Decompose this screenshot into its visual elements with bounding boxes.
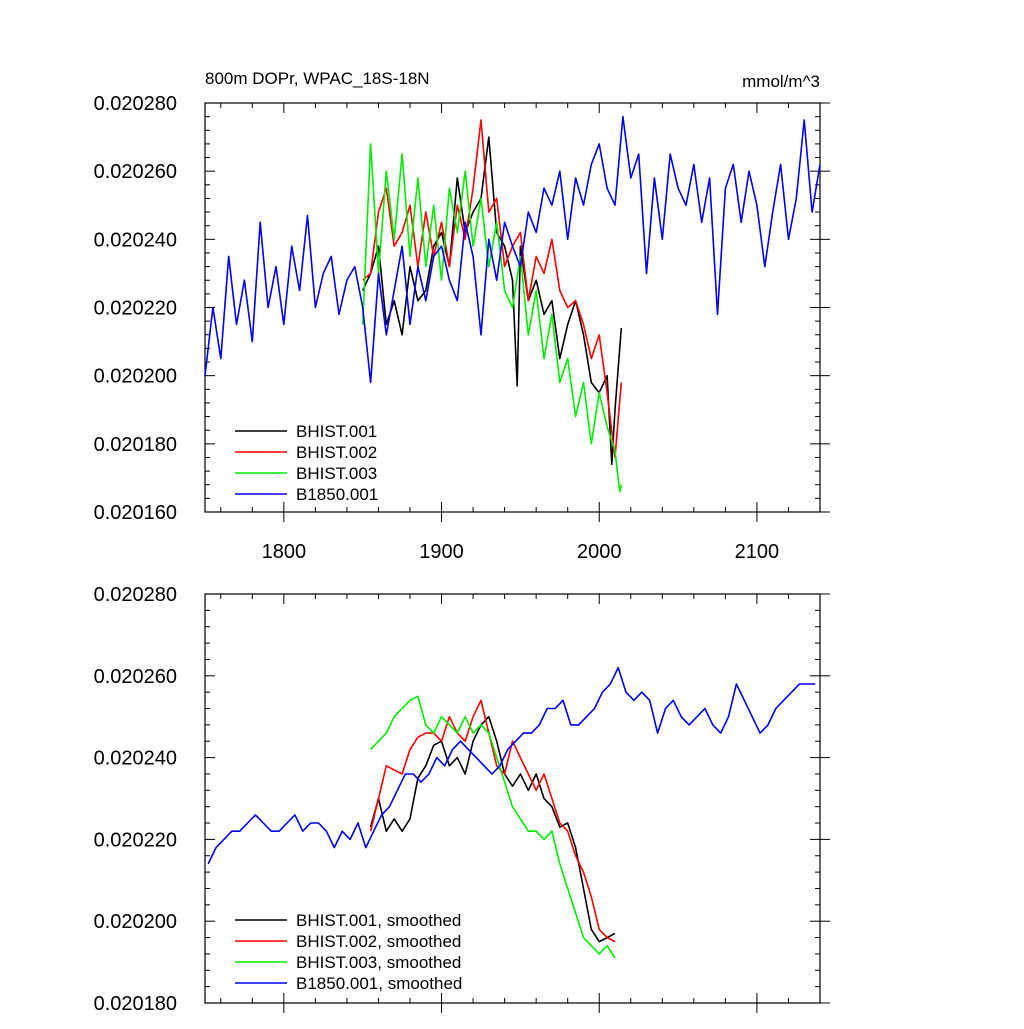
bottom-legend-label: BHIST.001, smoothed xyxy=(296,911,461,930)
bottom-y-tick-label: 0.020180 xyxy=(94,993,177,1015)
top-panel: 1800 1900 2000 2100 0.020160 0.020180 0.020200… xyxy=(94,93,830,563)
top-chart-units-label: mmol/m^3 xyxy=(742,72,820,91)
bottom-legend-label: B1850.001, smoothed xyxy=(296,974,462,993)
top-y-tick-label: 0.020200 xyxy=(94,366,177,388)
bottom-y-tick-label: 0.020260 xyxy=(94,666,177,688)
top-legend-label: BHIST.003 xyxy=(296,464,377,483)
bottom-y-tick-label: 0.020200 xyxy=(94,911,177,933)
top-y-tick-label: 0.020180 xyxy=(94,434,177,456)
top-series-line-bhist-003 xyxy=(361,143,623,493)
top-x-tick-label: 1900 xyxy=(419,541,464,563)
top-y-tick-label: 0.020280 xyxy=(94,93,177,115)
top-y-tick-label: 0.020240 xyxy=(94,229,177,251)
top-x-tick-label: 1800 xyxy=(262,541,307,563)
bottom-series-line-bhist-001 xyxy=(369,715,616,943)
top-chart-title: 800m DOPr, WPAC_18S-18N xyxy=(205,69,430,88)
bottom-legend-label: BHIST.002, smoothed xyxy=(296,932,461,951)
top-y-tick-label: 0.020260 xyxy=(94,161,177,183)
bottom-series-line-bhist-003 xyxy=(370,695,616,959)
top-legend-label: BHIST.002 xyxy=(296,443,377,462)
bottom-y-tick-label: 0.020220 xyxy=(94,829,177,851)
top-series-line-bhist-002 xyxy=(362,119,623,459)
top-x-tick-label: 2000 xyxy=(577,541,622,563)
top-y-tick-label: 0.020220 xyxy=(94,298,177,320)
bottom-series-line-b1850-001 xyxy=(207,666,816,865)
top-y-tick-label: 0.020160 xyxy=(94,502,177,524)
bottom-series-line-bhist-002 xyxy=(369,699,616,943)
bottom-y-tick-label: 0.020240 xyxy=(94,748,177,770)
top-legend-label: BHIST.001 xyxy=(296,422,377,441)
top-series-line-bhist-001 xyxy=(361,136,623,466)
bottom-y-tick-label: 0.020280 xyxy=(94,584,177,606)
top-legend-label: B1850.001 xyxy=(296,485,378,504)
bottom-legend-label: BHIST.003, smoothed xyxy=(296,953,461,972)
bottom-plot-frame xyxy=(204,593,821,1004)
top-x-tick-label: 2100 xyxy=(735,541,780,563)
top-series-line-b1850-001 xyxy=(204,115,821,384)
bottom-panel: 0.020180 0.020200 0.020220 0.020240 0.020260… xyxy=(94,584,830,1015)
